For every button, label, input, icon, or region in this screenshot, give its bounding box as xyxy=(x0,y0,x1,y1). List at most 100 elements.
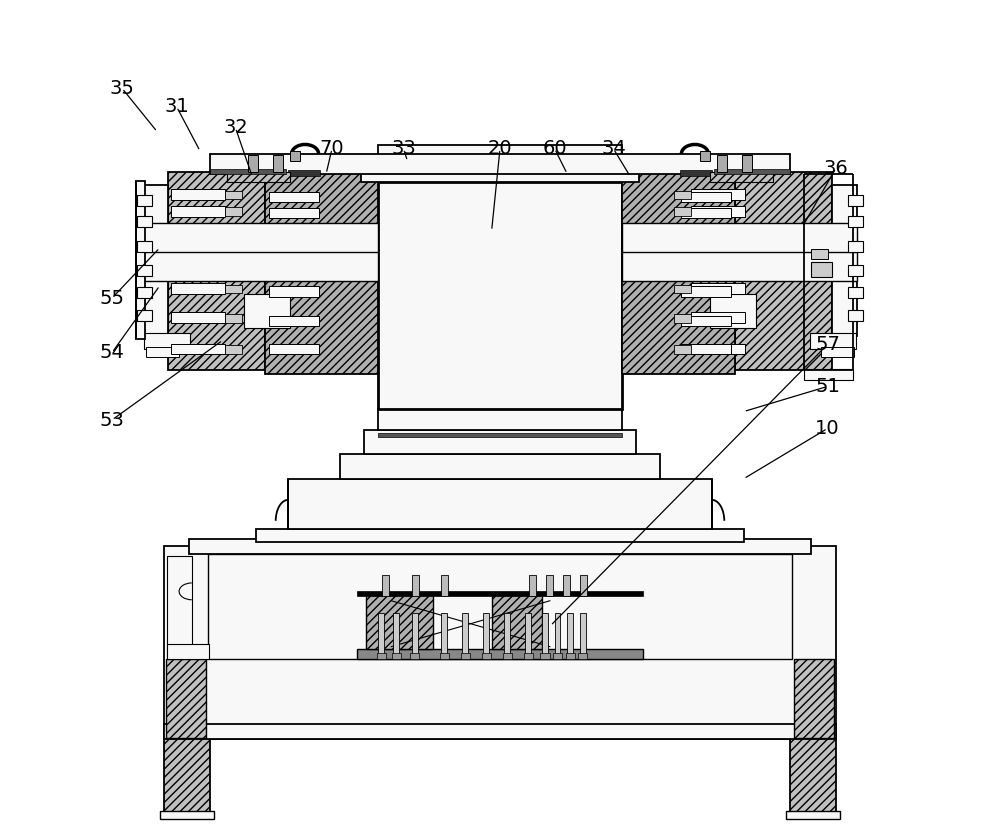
Bar xyxy=(171,312,225,323)
Bar xyxy=(441,613,447,659)
Bar xyxy=(227,172,290,182)
Bar xyxy=(691,206,745,217)
Bar xyxy=(566,653,575,659)
Bar xyxy=(164,724,836,739)
Bar xyxy=(848,216,863,227)
Bar xyxy=(164,735,210,815)
Bar xyxy=(680,170,712,176)
Bar xyxy=(143,223,378,252)
Bar xyxy=(578,653,587,659)
Bar xyxy=(269,316,319,326)
Bar xyxy=(166,659,206,738)
Bar xyxy=(392,653,401,659)
Bar xyxy=(378,433,622,437)
Bar xyxy=(210,169,286,174)
Bar xyxy=(742,155,752,172)
Bar xyxy=(208,554,792,659)
Text: 10: 10 xyxy=(815,419,840,438)
Bar xyxy=(462,613,468,659)
Bar xyxy=(555,613,560,659)
Bar xyxy=(622,223,857,252)
Bar xyxy=(288,170,320,176)
Bar xyxy=(529,575,536,596)
Bar xyxy=(412,613,418,659)
Bar xyxy=(691,312,745,323)
Bar xyxy=(160,811,214,819)
Text: 31: 31 xyxy=(164,97,189,116)
Bar xyxy=(137,195,152,206)
Bar xyxy=(804,369,853,380)
Bar xyxy=(225,191,242,199)
Text: 54: 54 xyxy=(99,344,124,362)
Bar xyxy=(681,316,731,326)
Bar xyxy=(167,644,209,659)
Bar xyxy=(482,653,491,659)
Bar xyxy=(269,286,319,297)
Bar xyxy=(244,294,290,328)
Bar xyxy=(273,155,283,172)
Bar xyxy=(137,310,152,321)
Bar xyxy=(210,154,790,174)
Bar xyxy=(225,314,242,323)
Bar xyxy=(225,207,242,216)
Bar xyxy=(691,189,745,200)
Bar xyxy=(492,595,542,649)
Bar xyxy=(811,262,832,277)
Bar xyxy=(137,241,152,252)
Bar xyxy=(340,454,660,479)
Bar xyxy=(412,575,419,596)
Bar xyxy=(674,345,691,354)
Bar xyxy=(674,207,691,216)
Bar xyxy=(553,653,562,659)
Bar xyxy=(681,192,731,202)
Bar xyxy=(563,575,570,596)
Bar xyxy=(483,613,489,659)
Text: 35: 35 xyxy=(110,79,134,97)
Bar xyxy=(691,344,745,354)
Bar xyxy=(441,575,448,596)
Bar xyxy=(790,735,836,815)
Bar xyxy=(143,185,168,336)
Bar xyxy=(832,185,857,336)
Bar xyxy=(167,556,192,657)
Bar xyxy=(377,653,386,659)
Bar xyxy=(848,265,863,276)
Bar xyxy=(378,145,622,159)
Bar xyxy=(357,649,643,659)
Bar xyxy=(525,613,531,659)
Bar xyxy=(440,653,449,659)
Bar xyxy=(290,151,300,161)
Text: 36: 36 xyxy=(824,159,848,177)
Bar xyxy=(622,248,857,281)
Bar xyxy=(171,344,225,354)
Bar xyxy=(681,286,731,297)
Bar xyxy=(378,409,622,430)
Bar xyxy=(225,285,242,293)
Bar xyxy=(393,613,399,659)
Bar xyxy=(714,169,790,174)
Bar xyxy=(225,345,242,354)
Text: 34: 34 xyxy=(601,139,626,158)
Bar xyxy=(691,283,745,294)
Bar xyxy=(674,314,691,323)
Bar xyxy=(164,546,836,739)
Bar xyxy=(265,172,378,374)
Bar xyxy=(580,575,587,596)
Bar xyxy=(622,172,735,374)
Bar xyxy=(189,539,811,554)
Bar xyxy=(288,479,712,529)
Bar xyxy=(269,344,319,354)
Bar xyxy=(269,208,319,218)
Bar xyxy=(382,575,389,596)
Bar xyxy=(168,172,265,370)
Text: 32: 32 xyxy=(223,118,248,137)
Text: 33: 33 xyxy=(391,139,416,158)
Bar xyxy=(542,613,548,659)
Bar xyxy=(848,195,863,206)
Bar xyxy=(848,310,863,321)
Bar xyxy=(848,241,863,252)
Bar xyxy=(137,216,152,227)
Bar xyxy=(146,347,179,357)
Bar xyxy=(567,613,573,659)
Bar xyxy=(144,333,190,349)
